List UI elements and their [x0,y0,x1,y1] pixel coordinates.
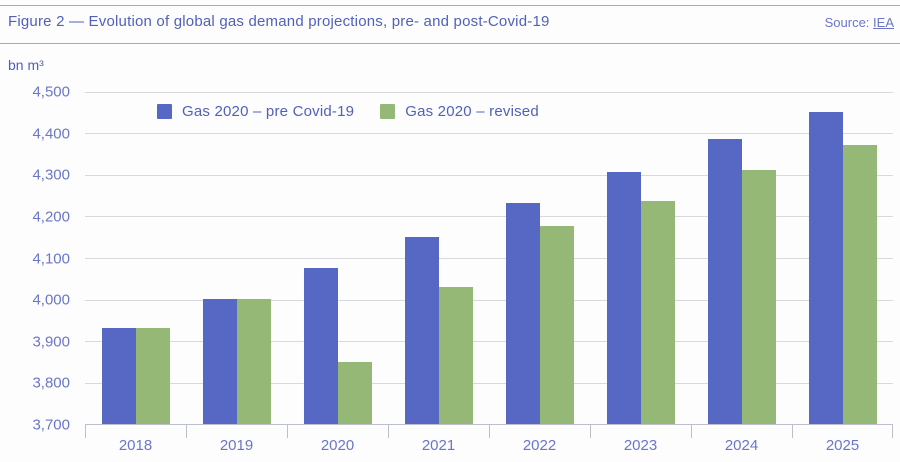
y-tick-label: 4,400 [32,125,70,143]
y-tick-label: 4,300 [32,166,70,184]
figure-title: Figure 2 — Evolution of global gas deman… [8,13,550,30]
legend-label: Gas 2020 – pre Covid-19 [182,103,355,120]
gridline [85,299,893,301]
x-tick-mark [85,425,86,438]
y-tick-label: 4,100 [32,250,70,267]
gridline [85,91,893,93]
x-tick-label: 2018 [118,437,153,454]
bar-pre-covid-2022 [505,203,540,424]
bar-pre-covid-2019 [202,299,237,424]
y-tick-label: 3,800 [32,374,70,392]
x-tick-mark [287,425,288,438]
legend-item-revised: Gas 2020 – revised [380,103,539,120]
y-tick-label: 3,700 [32,416,70,434]
gridline [85,174,893,176]
y-axis-unit-label: bn m³ [8,57,44,73]
y-tick-label: 3,900 [32,333,70,351]
bar-pre-covid-2018 [101,328,136,424]
bar-pre-covid-2025 [808,111,843,424]
legend-swatch-pre-covid [157,104,172,119]
bar-pre-covid-2024 [707,138,742,424]
source-link[interactable]: IEA [873,15,894,30]
x-tick-label: 2024 [724,437,759,454]
x-tick-mark [590,425,591,438]
bar-revised-2024 [741,170,776,424]
y-tick-label: 4,200 [32,208,70,226]
gridline [85,341,893,343]
chart-legend: Gas 2020 – pre Covid-19 Gas 2020 – revise… [157,103,539,120]
plot-area [85,91,893,425]
x-tick-mark [186,425,187,438]
x-tick-mark [792,425,793,438]
y-axis-labels: 3,700 3,800 3,900 4,000 4,100 4,200 4,300 4,400… [0,84,70,434]
bar-revised-2018 [135,328,170,424]
y-tick-label: 4,500 [32,83,70,101]
source-note: Source: IEA [825,15,894,30]
header-top-rule [0,5,900,6]
x-axis-labels: 2018 2019 2020 2021 2022 2023 2024 2025 [85,437,893,459]
x-tick-mark [892,425,893,438]
legend-item-pre-covid: Gas 2020 – pre Covid-19 [157,103,354,120]
x-tick-label: 2022 [522,437,557,454]
x-tick-label: 2025 [825,437,860,454]
gridline [85,216,893,218]
bar-revised-2021 [438,286,473,424]
y-tick-label: 4,000 [32,291,70,309]
x-tick-label: 2023 [623,437,658,454]
header-bottom-rule [0,43,900,44]
legend-swatch-revised [380,104,396,119]
gridline [85,258,893,259]
bar-pre-covid-2021 [404,236,439,424]
x-tick-label: 2019 [219,437,254,454]
x-tick-mark [388,425,389,438]
bar-pre-covid-2023 [606,172,641,424]
bar-revised-2022 [539,226,574,424]
source-label: Source: [824,15,874,30]
x-tick-label: 2021 [421,437,456,454]
bar-revised-2020 [337,361,372,424]
x-tick-label: 2020 [320,437,355,454]
bar-pre-covid-2020 [303,267,338,424]
x-tick-mark [489,425,490,438]
bar-revised-2023 [640,201,675,424]
gridline [85,133,893,135]
bar-revised-2019 [236,299,271,424]
legend-label: Gas 2020 – revised [405,103,539,120]
gridline [85,382,893,384]
bar-revised-2025 [842,145,877,424]
x-tick-mark [691,425,692,438]
